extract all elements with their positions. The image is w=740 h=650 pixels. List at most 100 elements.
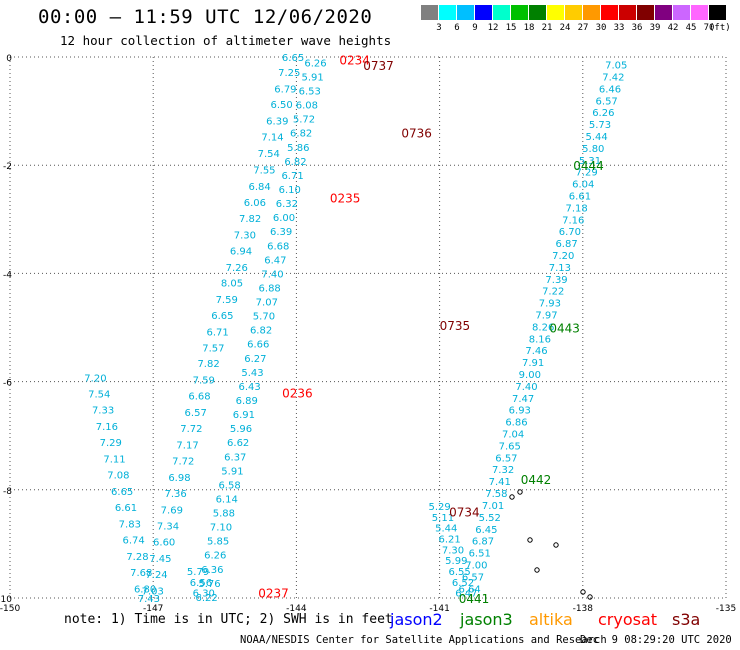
scale-label: 15 [505, 23, 517, 33]
swh-label: 7.20 [84, 373, 106, 384]
scale-label: 24 [559, 23, 571, 33]
swh-label: 7.25 [278, 68, 300, 79]
y-tick-label: -8 [3, 487, 12, 497]
swh-label: 5.91 [301, 72, 323, 83]
swh-label: 5.29 [428, 502, 450, 513]
swh-label: 7.69 [161, 505, 183, 516]
swh-label: 7.01 [482, 501, 504, 512]
swh-label: 6.65 [211, 311, 233, 322]
swh-label: 7.17 [176, 440, 198, 451]
swh-label: 6.46 [599, 84, 621, 95]
y-tick-label: -10 [0, 595, 12, 605]
swh-label: 7.72 [180, 424, 202, 435]
swh-label: 8.05 [221, 279, 243, 290]
scale-swatch [565, 5, 582, 20]
swh-label: 6.10 [279, 185, 301, 196]
swh-label: 6.51 [469, 549, 491, 560]
swh-label: 7.59 [193, 375, 215, 386]
swh-label: 5.76 [198, 579, 220, 590]
swh-label: 6.70 [559, 227, 581, 238]
swh-label: 6.62 [227, 438, 249, 449]
swh-label: 7.83 [119, 519, 141, 530]
swh-label: 6.52 [452, 578, 474, 589]
pass-time-label: 0234 [339, 54, 370, 68]
swh-label: 7.10 [210, 523, 232, 534]
swh-label: 7.26 [226, 263, 248, 274]
swh-label: 7.43 [138, 594, 160, 605]
swh-label: 7.03 [142, 586, 164, 597]
swh-label: 6.21 [438, 534, 460, 545]
swh-label: 6.56 [190, 578, 212, 589]
swh-label: 7.45 [149, 554, 171, 565]
swh-label: 9.00 [519, 370, 541, 381]
y-tick-label: -2 [3, 162, 12, 172]
swh-label: 7.18 [565, 203, 587, 214]
pass-time-label: 0441 [459, 592, 490, 606]
swh-label: 6.98 [168, 473, 190, 484]
scale-swatch [475, 5, 492, 20]
x-tick-label: -138 [573, 604, 594, 614]
swh-label: 7.08 [107, 471, 129, 482]
scale-label: 27 [577, 23, 589, 33]
scale-label: 6 [454, 23, 460, 33]
scale-swatch [493, 5, 510, 20]
swh-label: 7.36 [165, 489, 187, 500]
swh-label: 6.64 [459, 584, 481, 595]
scale-swatch [673, 5, 690, 20]
swh-label: 5.86 [287, 143, 309, 154]
swh-label: 6.94 [230, 247, 252, 258]
x-tick-label: -135 [716, 604, 736, 614]
swh-label: 6.88 [259, 283, 281, 294]
swh-label: 6.68 [267, 241, 289, 252]
swh-label: 7.04 [502, 430, 524, 441]
swh-label: 7.16 [96, 422, 118, 433]
swh-label: 6.57 [596, 96, 618, 107]
swh-label: 7.42 [602, 72, 624, 83]
x-tick-label: -147 [143, 604, 163, 614]
swh-label: 7.65 [499, 441, 521, 452]
swh-label: 5.52 [479, 513, 501, 524]
swh-label: 6.06 [244, 198, 266, 209]
scale-label: 3 [436, 23, 442, 33]
scale-label: 9 [472, 23, 478, 33]
scale-swatch [655, 5, 672, 20]
scale-swatch [691, 5, 708, 20]
pass-time-label: 0734 [449, 505, 480, 519]
scale-label: 12 [487, 23, 499, 33]
swh-label: 6.55 [449, 567, 471, 578]
legend-s3a: s3a [672, 610, 701, 629]
scale-label: 33 [613, 23, 625, 33]
swh-label: 7.34 [157, 522, 179, 533]
swh-label: 6.47 [264, 255, 286, 266]
swh-label: 7.54 [88, 390, 110, 401]
scale-swatch [709, 5, 726, 20]
legend-jason3: jason3 [460, 610, 513, 629]
x-tick-label: -150 [0, 604, 20, 614]
swh-label: 6.57 [185, 408, 207, 419]
pass-time-label: 0735 [440, 319, 471, 333]
swh-label: 6.00 [273, 213, 295, 224]
swh-label: 6.80 [134, 584, 156, 595]
swh-label: 6.82 [284, 157, 306, 168]
swh-label: 7.30 [234, 230, 256, 241]
x-tick-label: -144 [286, 604, 307, 614]
swh-label: 6.36 [201, 565, 223, 576]
swh-label: 6.82 [290, 129, 312, 140]
swh-label: 6.26 [592, 108, 614, 119]
scale-swatch [421, 5, 438, 20]
scale-swatch [601, 5, 618, 20]
swh-label: 6.50 [270, 100, 292, 111]
scale-label: 30 [595, 23, 607, 33]
swh-label: 5.91 [221, 466, 243, 477]
x-tick-label: -141 [429, 604, 449, 614]
swh-label: 7.33 [92, 406, 114, 417]
swh-label: 7.29 [575, 168, 597, 179]
swh-label: 6.58 [218, 480, 240, 491]
swh-label: 7.57 [202, 344, 224, 355]
swh-label: 6.26 [304, 58, 326, 69]
swh-label: 6.60 [153, 538, 175, 549]
page-subtitle: 12 hour collection of altimeter wave hei… [60, 33, 392, 48]
scale-swatch [619, 5, 636, 20]
swh-label: 5.85 [207, 537, 229, 548]
